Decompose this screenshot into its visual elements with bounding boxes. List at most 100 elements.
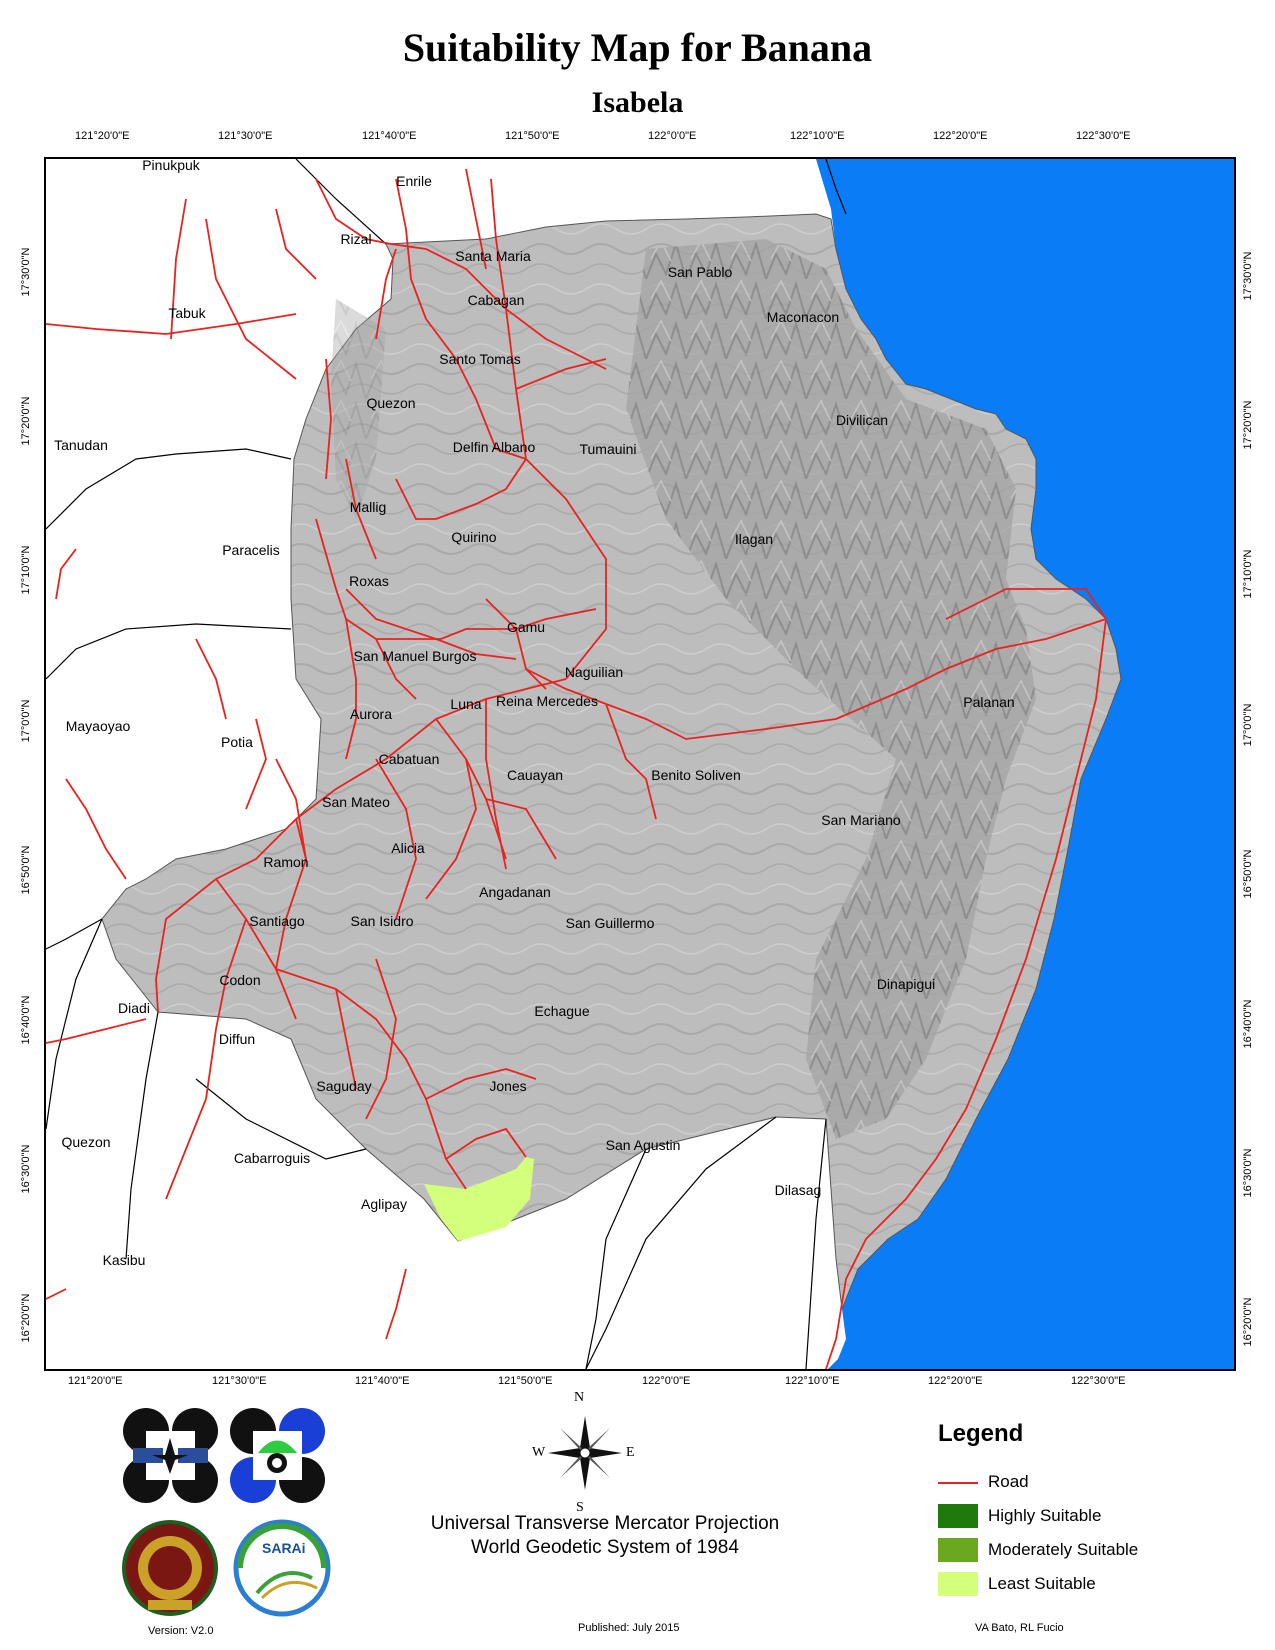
- place-label: Angadanan: [479, 884, 551, 900]
- projection-line-2: World Geodetic System of 1984: [471, 1537, 739, 1558]
- sea-area: [816, 159, 1234, 1369]
- top-tick-label: 121°40'0"E: [362, 130, 417, 142]
- projection-line-1: Universal Transverse Mercator Projection: [430, 1513, 780, 1534]
- version-text: Version: V2.0: [148, 1625, 214, 1637]
- left-tick-label: 17°20'0"N: [20, 396, 32, 446]
- compass-s: S: [576, 1500, 584, 1515]
- place-label: Benito Soliven: [651, 767, 741, 783]
- place-label: Diadi: [118, 1000, 150, 1016]
- place-label: Cauayan: [506, 767, 564, 783]
- place-label: Dinapigui: [876, 976, 936, 992]
- place-label: Luna: [450, 696, 482, 712]
- top-tick-label: 121°50'0"E: [505, 130, 560, 142]
- western-ridge: [331, 299, 386, 519]
- place-label: Kasibu: [102, 1252, 146, 1268]
- place-label: Dilasag: [774, 1182, 822, 1198]
- place-label: Ramon: [263, 854, 309, 870]
- place-label: Diffun: [218, 1031, 256, 1047]
- bottom-tick-label: 122°10'0"E: [785, 1375, 840, 1387]
- place-label: Aglipay: [361, 1196, 407, 1212]
- moderately-suitable-swatch: [938, 1538, 978, 1562]
- place-label: San Guillermo: [565, 915, 655, 931]
- admin-boundaries: [46, 159, 847, 1369]
- place-label: Aurora: [349, 706, 393, 722]
- place-label: Cabarroguis: [233, 1150, 311, 1166]
- place-label: Quezon: [366, 395, 416, 411]
- university-seal-logo: [120, 1518, 220, 1618]
- right-tick-label: 17°30'0"N: [1242, 251, 1254, 301]
- bottom-tick-label: 121°40'0"E: [355, 1375, 410, 1387]
- compass-rose-icon: [548, 1416, 622, 1490]
- place-label: Santiago: [249, 913, 305, 929]
- place-label: Tumauini: [579, 441, 637, 457]
- place-label: Palanan: [963, 694, 1015, 710]
- place-label: San Agustin: [605, 1137, 681, 1153]
- bottom-tick-label: 121°30'0"E: [212, 1375, 267, 1387]
- place-label: Mayaoyao: [65, 718, 131, 734]
- place-label: Roxas: [349, 573, 389, 589]
- least-suitable-swatch: [938, 1572, 978, 1596]
- legend-label: Least Suitable: [988, 1574, 1096, 1593]
- place-label: Tabuk: [168, 305, 206, 321]
- highly-suitable-swatch: [938, 1504, 978, 1528]
- map-frame[interactable]: Pinukpuk Enrile Rizal Santa Maria San Pa…: [44, 157, 1236, 1371]
- bottom-tick-label: 122°30'0"E: [1071, 1375, 1126, 1387]
- place-label: Delfin Albano: [452, 439, 536, 455]
- place-label: San Mateo: [322, 794, 390, 810]
- sierra-madre-range: [626, 239, 1036, 1139]
- place-label: Naguilian: [564, 664, 624, 680]
- place-label: Mallig: [349, 499, 387, 515]
- place-label: Echague: [534, 1003, 590, 1019]
- right-tick-label: 17°20'0"N: [1242, 400, 1254, 450]
- sarai-logo: SARAi: [232, 1518, 332, 1618]
- left-tick-label: 17°10'0"N: [20, 545, 32, 595]
- place-label: Maconacon: [766, 309, 840, 325]
- place-label: Divilican: [835, 412, 889, 428]
- authors-text: VA Bato, RL Fucio: [975, 1622, 1064, 1634]
- road-line-swatch: [938, 1482, 978, 1484]
- left-tick-label: 16°40'0"N: [20, 995, 32, 1045]
- place-label: San Pablo: [667, 264, 733, 280]
- place-label: Saguday: [316, 1078, 372, 1094]
- top-tick-label: 122°10'0"E: [790, 130, 845, 142]
- top-tick-label: 122°20'0"E: [933, 130, 988, 142]
- right-tick-label: 17°0'0"N: [1242, 703, 1254, 747]
- compass-w: W: [532, 1445, 546, 1460]
- place-label: San Isidro: [350, 913, 414, 929]
- left-tick-label: 16°20'0"N: [20, 1293, 32, 1343]
- place-label: Tanudan: [54, 437, 108, 453]
- place-label: Quezon: [61, 1134, 111, 1150]
- place-label: Santa Maria: [455, 248, 531, 264]
- map-subtitle: Isabela: [591, 86, 684, 119]
- top-tick-label: 122°0'0"E: [648, 130, 697, 142]
- bottom-tick-label: 122°0'0"E: [642, 1375, 691, 1387]
- top-tick-label: 122°30'0"E: [1076, 130, 1131, 142]
- right-tick-label: 16°30'0"N: [1242, 1148, 1254, 1198]
- agency-logo-right: [230, 1408, 325, 1503]
- right-tick-label: 16°20'0"N: [1242, 1297, 1254, 1347]
- place-label: Ilagan: [734, 531, 774, 547]
- bottom-tick-label: 121°50'0"E: [498, 1375, 553, 1387]
- bottom-tick-label: 121°20'0"E: [68, 1375, 123, 1387]
- place-label: Jones: [489, 1078, 527, 1094]
- place-label: Gamu: [506, 619, 546, 635]
- place-label: Potia: [221, 734, 253, 750]
- map-title: Suitability Map for Banana: [402, 25, 873, 70]
- place-label: San Mariano: [821, 812, 901, 828]
- agency-logo-left: [123, 1408, 218, 1503]
- compass-e: E: [626, 1445, 635, 1460]
- place-label: Alicia: [391, 840, 425, 856]
- bottom-tick-label: 122°20'0"E: [928, 1375, 983, 1387]
- right-tick-label: 16°50'0"N: [1242, 849, 1254, 899]
- map-canvas[interactable]: [46, 159, 1234, 1369]
- sarai-logo-text: SARAi: [262, 1540, 306, 1556]
- left-tick-label: 16°50'0"N: [20, 845, 32, 895]
- place-label: Pinukpuk: [142, 157, 200, 173]
- top-tick-label: 121°20'0"E: [75, 130, 130, 142]
- right-tick-label: 17°10'0"N: [1242, 549, 1254, 599]
- left-tick-label: 17°0'0"N: [20, 699, 32, 743]
- place-label: Cabagan: [467, 292, 525, 308]
- legend-title: Legend: [938, 1420, 1024, 1447]
- north-arrow: [540, 1408, 630, 1498]
- place-label: Paracelis: [222, 542, 280, 558]
